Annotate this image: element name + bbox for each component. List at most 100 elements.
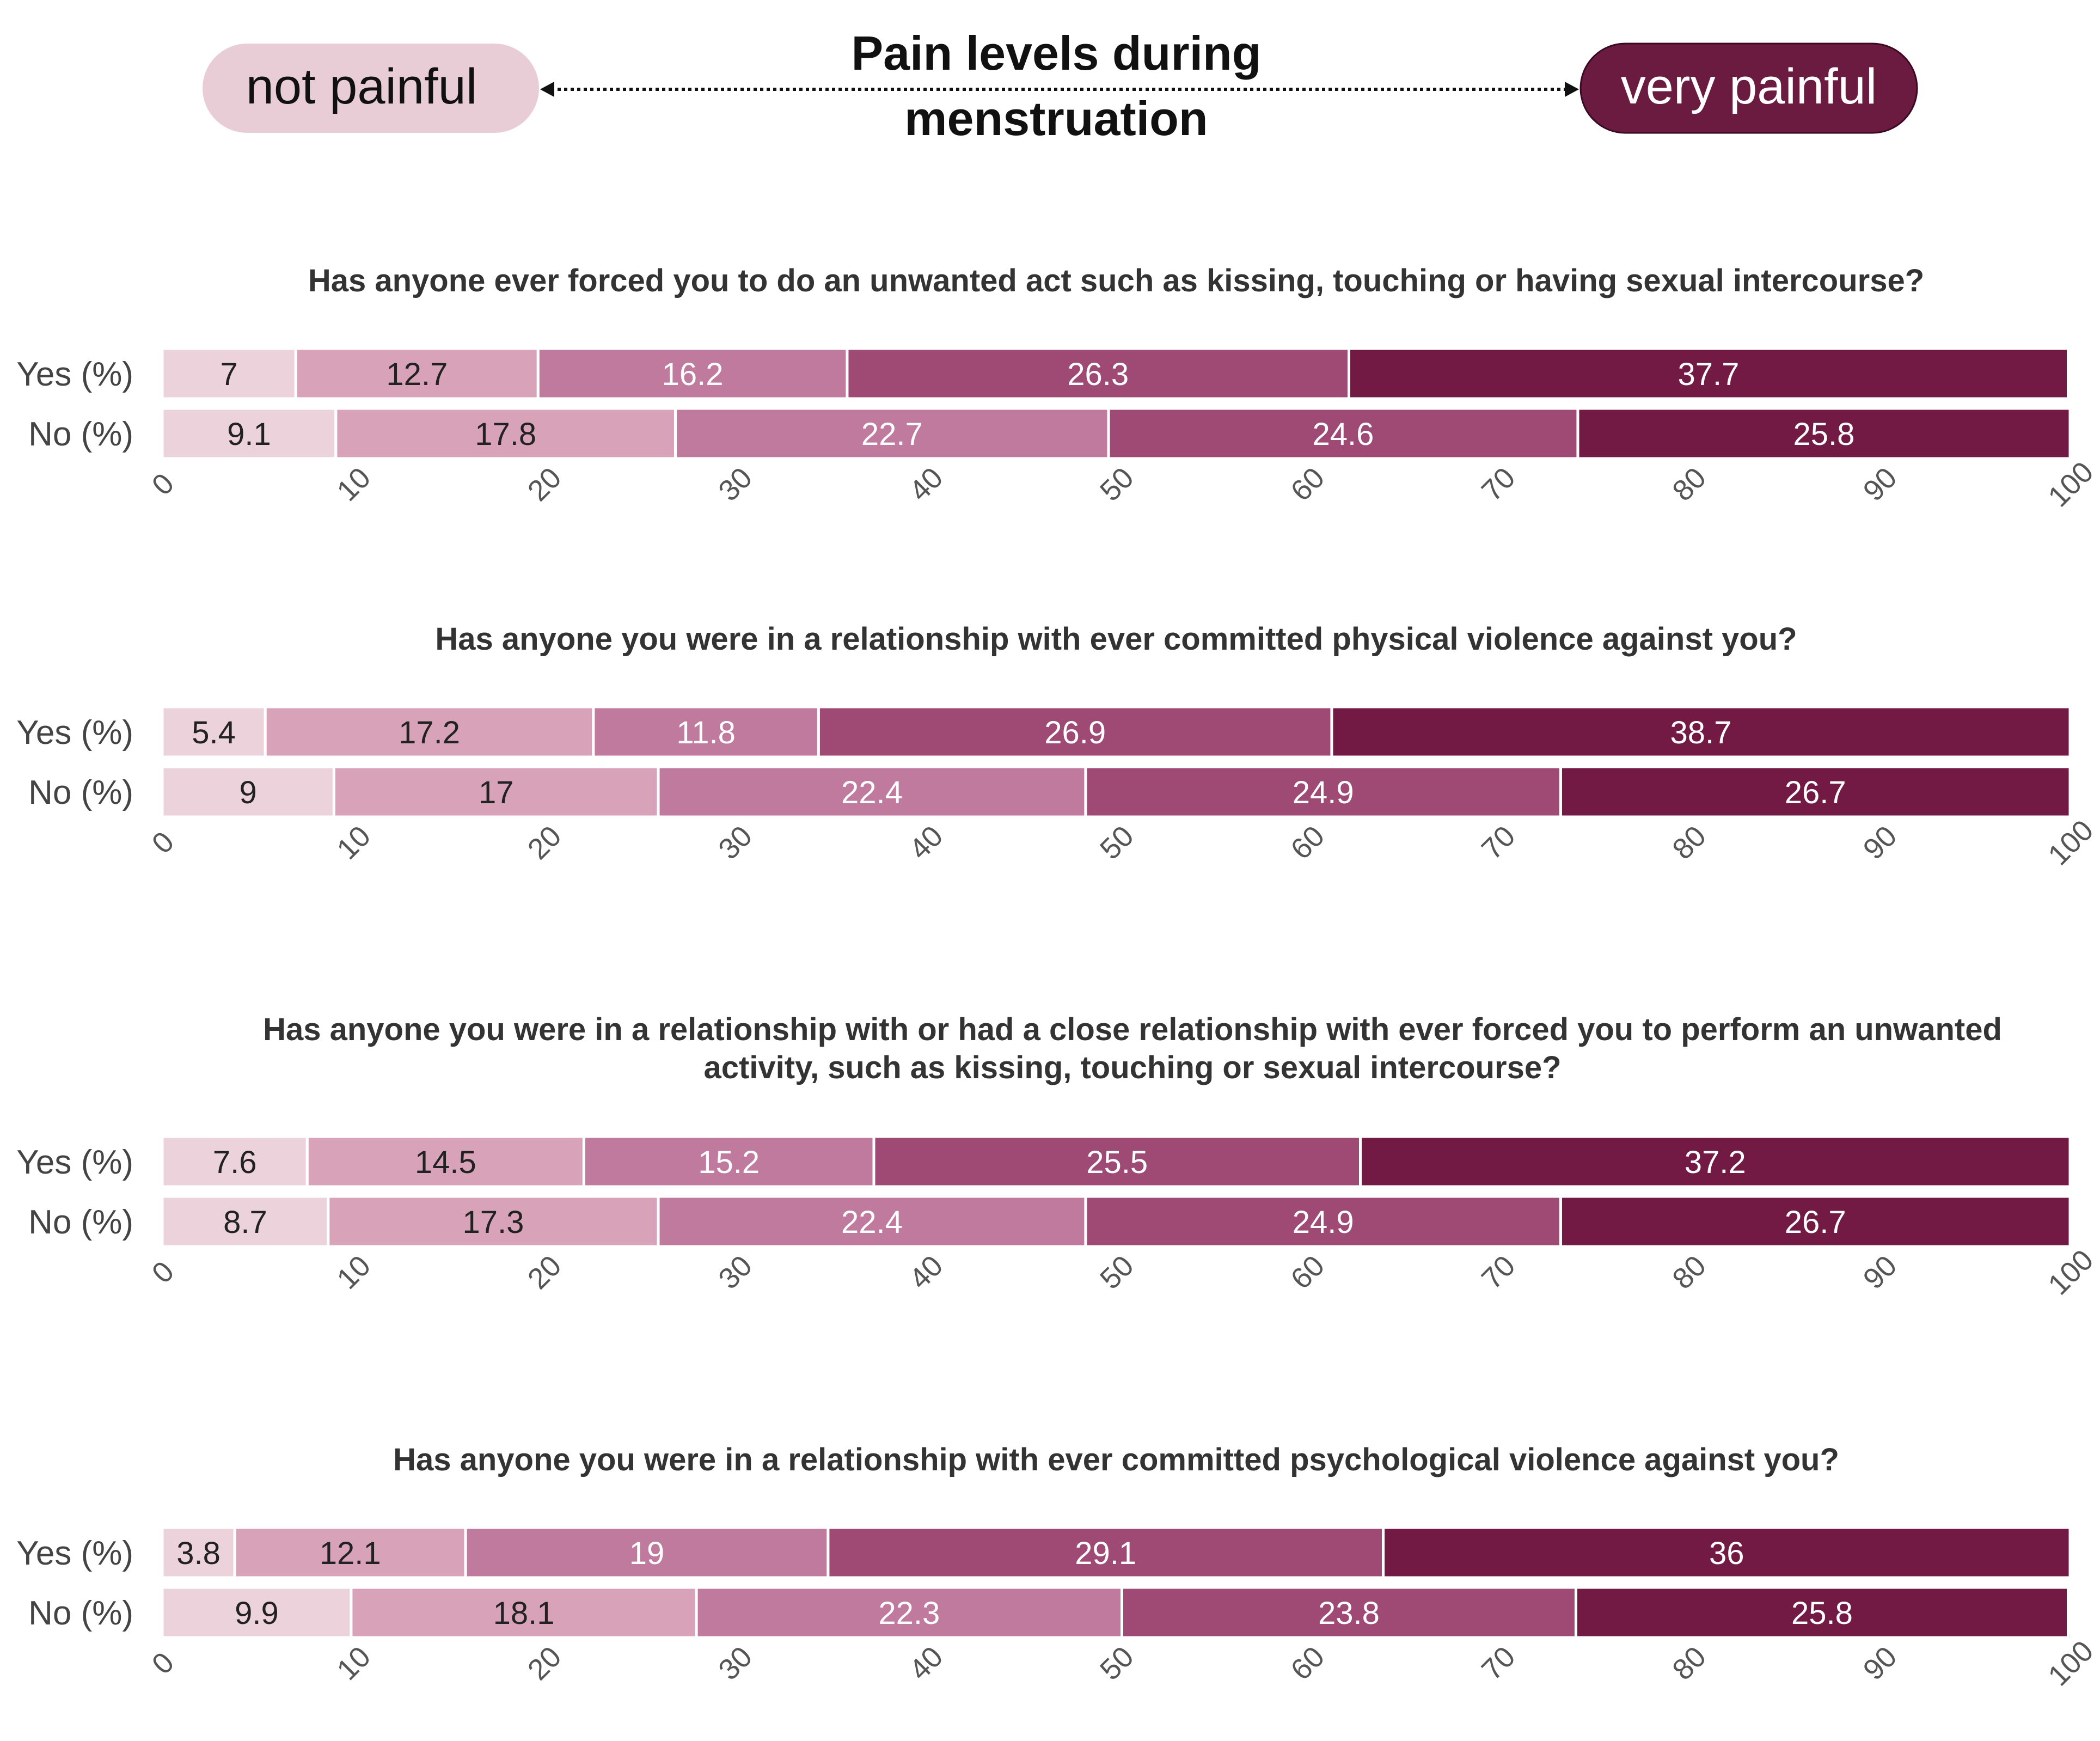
data-label: 25.8 — [1793, 417, 1855, 452]
bar-segment — [161, 1135, 309, 1188]
data-label: 19 — [629, 1536, 665, 1571]
data-label: 24.9 — [1293, 1205, 1354, 1240]
row-label: No (%) — [28, 1595, 133, 1632]
bar-segment — [657, 1195, 1087, 1248]
not-painful-label: not painful — [246, 59, 477, 114]
bar-segment — [817, 705, 1333, 759]
row-label: Yes (%) — [16, 1535, 133, 1572]
arrow-right-icon — [1565, 82, 1579, 97]
row-label: Yes (%) — [16, 1144, 133, 1181]
data-label: 17.2 — [399, 715, 460, 750]
data-label: 5.4 — [192, 715, 236, 750]
data-label: 25.8 — [1791, 1596, 1853, 1631]
header: not painful very painful Pain levels dur… — [203, 26, 1918, 145]
data-label: 9.1 — [227, 417, 271, 452]
bar-segment — [695, 1586, 1124, 1639]
bar-segment — [161, 1526, 236, 1579]
charts: Has anyone ever forced you to do an unwa… — [16, 263, 2099, 1692]
header-title-line1: Pain levels during — [851, 26, 1261, 80]
data-label: 26.7 — [1785, 775, 1846, 810]
row-label: No (%) — [28, 416, 133, 453]
bar-segment — [1559, 1195, 2072, 1248]
data-label: 22.4 — [841, 1205, 903, 1240]
bar-segment — [161, 765, 335, 818]
data-label: 22.7 — [861, 417, 923, 452]
bar-segment — [1107, 407, 1579, 460]
data-label: 23.8 — [1318, 1596, 1380, 1631]
bar-segment — [1559, 765, 2072, 818]
bar-segment — [657, 765, 1087, 818]
bar-segment — [1382, 1526, 2072, 1579]
data-label: 17.3 — [462, 1205, 524, 1240]
very-painful-label: very painful — [1621, 59, 1877, 114]
bar-segment — [350, 1586, 698, 1639]
data-label: 18.1 — [493, 1596, 555, 1631]
data-label: 26.3 — [1067, 357, 1129, 392]
bar-segment — [846, 347, 1350, 400]
arrow-left-icon — [540, 82, 554, 97]
data-label: 12.1 — [320, 1536, 381, 1571]
chart-4: Has anyone you were in a relationship wi… — [16, 1442, 2099, 1692]
bar-segment — [582, 1135, 875, 1188]
data-label: 26.7 — [1785, 1205, 1846, 1240]
chart-title: Has anyone ever forced you to do an unwa… — [308, 263, 1924, 298]
bar-segment — [233, 1526, 467, 1579]
bar-segment — [1359, 1135, 2072, 1188]
chart-title: Has anyone you were in a relationship wi… — [435, 621, 1797, 657]
bar-segment — [1330, 705, 2072, 759]
bar-segment — [161, 705, 267, 759]
data-label: 24.6 — [1313, 417, 1374, 452]
data-label: 38.7 — [1670, 715, 1732, 750]
bar-segment — [536, 347, 849, 400]
bar-segment — [1576, 407, 2072, 460]
data-label: 14.5 — [415, 1145, 476, 1180]
row-label: Yes (%) — [16, 356, 133, 393]
data-label: 26.9 — [1044, 715, 1106, 750]
data-label: 17.8 — [475, 417, 536, 452]
header-title-line2: menstruation — [904, 91, 1208, 145]
data-label: 16.2 — [662, 357, 724, 392]
data-label: 9 — [240, 775, 257, 810]
bar-segment — [592, 705, 820, 759]
bar-segment — [264, 705, 595, 759]
bar-segment — [1084, 765, 1562, 818]
row-label: No (%) — [28, 1204, 133, 1241]
data-label: 12.7 — [386, 357, 448, 392]
bar-segment — [332, 765, 660, 818]
bar-segment — [464, 1526, 830, 1579]
data-label: 22.4 — [841, 775, 903, 810]
data-label: 37.2 — [1685, 1145, 1746, 1180]
data-label: 22.3 — [878, 1596, 940, 1631]
data-label: 36 — [1709, 1536, 1744, 1571]
data-label: 7 — [221, 357, 238, 392]
bar-segment — [334, 407, 677, 460]
bar-segment — [327, 1195, 660, 1248]
very-painful-pill — [1579, 42, 1918, 134]
data-label: 15.2 — [698, 1145, 760, 1180]
bar-segment — [1347, 347, 2070, 400]
row-label: Yes (%) — [16, 714, 133, 752]
row-label: No (%) — [28, 774, 133, 811]
data-label: 37.7 — [1678, 357, 1740, 392]
bar-segment — [1574, 1586, 2070, 1639]
bar-segment — [826, 1526, 1385, 1579]
bar-segment — [872, 1135, 1362, 1188]
data-label: 25.5 — [1086, 1145, 1148, 1180]
data-label: 9.9 — [235, 1596, 279, 1631]
not-painful-pill — [203, 44, 539, 133]
bar-segment — [1084, 1195, 1562, 1248]
data-label: 11.8 — [676, 715, 736, 750]
data-label: 24.9 — [1293, 775, 1354, 810]
chart-title: Has anyone you were in a relationship wi… — [263, 1012, 2002, 1047]
chart-title: activity, such as kissing, touching or s… — [703, 1050, 1561, 1085]
data-label: 8.7 — [223, 1205, 267, 1240]
data-label: 17 — [479, 775, 514, 810]
bar-segment — [161, 347, 297, 400]
data-label: 7.6 — [213, 1145, 257, 1180]
bar-segment — [161, 1586, 353, 1639]
data-label: 3.8 — [176, 1536, 221, 1571]
chart-2: Has anyone you were in a relationship wi… — [16, 621, 2099, 871]
chart-title: Has anyone you were in a relationship wi… — [393, 1442, 1839, 1477]
